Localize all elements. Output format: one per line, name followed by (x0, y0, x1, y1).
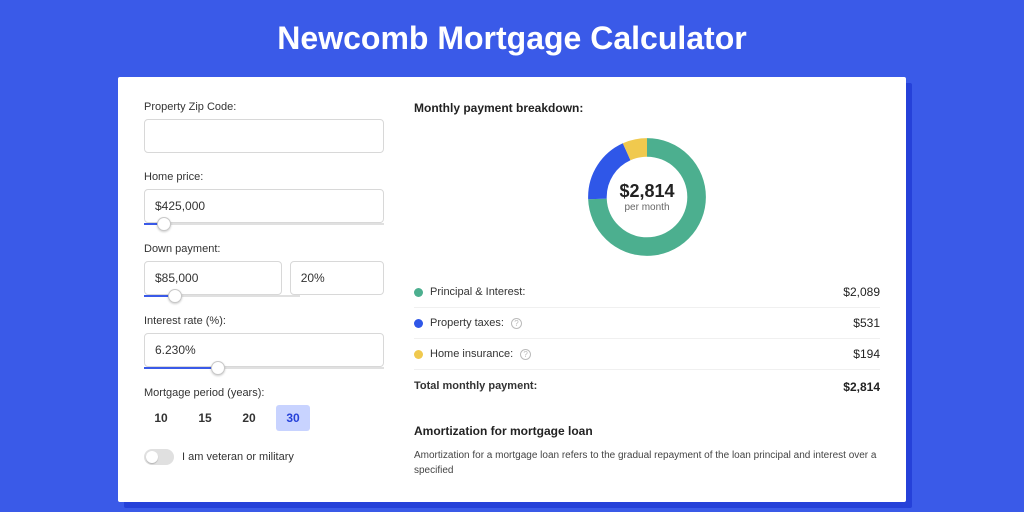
legend-value: $2,089 (843, 285, 880, 299)
calculator-card: Property Zip Code: Home price: Down paym… (118, 77, 906, 502)
info-icon[interactable]: ? (520, 349, 531, 360)
info-icon[interactable]: ? (511, 318, 522, 329)
legend: Principal & Interest: $2,089 Property taxe… (414, 277, 880, 370)
veteran-row: I am veteran or military (144, 449, 384, 465)
period-option-30[interactable]: 30 (276, 405, 310, 431)
down-payment-field: Down payment: (144, 243, 384, 297)
home-price-slider-thumb[interactable] (157, 217, 171, 231)
legend-label: Home insurance: (430, 348, 513, 360)
period-option-20[interactable]: 20 (232, 405, 266, 431)
donut-chart-wrap: $2,814 per month (414, 129, 880, 277)
donut-total-value: $2,814 (619, 181, 674, 202)
zip-input[interactable] (144, 119, 384, 153)
amortization-text: Amortization for a mortgage loan refers … (414, 448, 880, 478)
down-payment-slider-thumb[interactable] (168, 289, 182, 303)
breakdown-panel: Monthly payment breakdown: $2,814 per mo… (414, 101, 880, 478)
interest-rate-field: Interest rate (%): (144, 315, 384, 369)
interest-rate-slider-thumb[interactable] (211, 361, 225, 375)
zip-field: Property Zip Code: (144, 101, 384, 153)
total-value: $2,814 (843, 380, 880, 394)
down-payment-slider[interactable] (144, 295, 300, 297)
home-price-label: Home price: (144, 171, 384, 183)
veteran-toggle[interactable] (144, 449, 174, 465)
interest-rate-label: Interest rate (%): (144, 315, 384, 327)
donut-total-sub: per month (624, 202, 669, 213)
legend-value: $194 (853, 347, 880, 361)
legend-label: Principal & Interest: (430, 286, 525, 298)
home-price-field: Home price: (144, 171, 384, 225)
page-title: Newcomb Mortgage Calculator (0, 20, 1024, 57)
home-price-input[interactable] (144, 189, 384, 223)
period-option-15[interactable]: 15 (188, 405, 222, 431)
interest-rate-slider[interactable] (144, 367, 384, 369)
mortgage-period-label: Mortgage period (years): (144, 387, 384, 399)
down-payment-percent-input[interactable] (290, 261, 384, 295)
legend-dot (414, 319, 423, 328)
mortgage-period-options: 10 15 20 30 (144, 405, 384, 431)
zip-label: Property Zip Code: (144, 101, 384, 113)
page-root: Newcomb Mortgage Calculator Property Zip… (0, 0, 1024, 512)
donut-chart: $2,814 per month (585, 135, 709, 259)
form-panel: Property Zip Code: Home price: Down paym… (144, 101, 384, 478)
legend-label: Property taxes: (430, 317, 504, 329)
interest-rate-input[interactable] (144, 333, 384, 367)
legend-row-0: Principal & Interest: $2,089 (414, 277, 880, 308)
breakdown-title: Monthly payment breakdown: (414, 101, 880, 115)
legend-dot (414, 350, 423, 359)
total-row: Total monthly payment: $2,814 (414, 370, 880, 410)
amortization-title: Amortization for mortgage loan (414, 424, 880, 438)
legend-row-1: Property taxes:? $531 (414, 308, 880, 339)
total-label: Total monthly payment: (414, 380, 537, 394)
legend-dot (414, 288, 423, 297)
down-payment-amount-input[interactable] (144, 261, 282, 295)
home-price-slider[interactable] (144, 223, 384, 225)
period-option-10[interactable]: 10 (144, 405, 178, 431)
mortgage-period-field: Mortgage period (years): 10 15 20 30 (144, 387, 384, 431)
veteran-label: I am veteran or military (182, 451, 294, 463)
down-payment-label: Down payment: (144, 243, 384, 255)
legend-value: $531 (853, 316, 880, 330)
legend-row-2: Home insurance:? $194 (414, 339, 880, 370)
